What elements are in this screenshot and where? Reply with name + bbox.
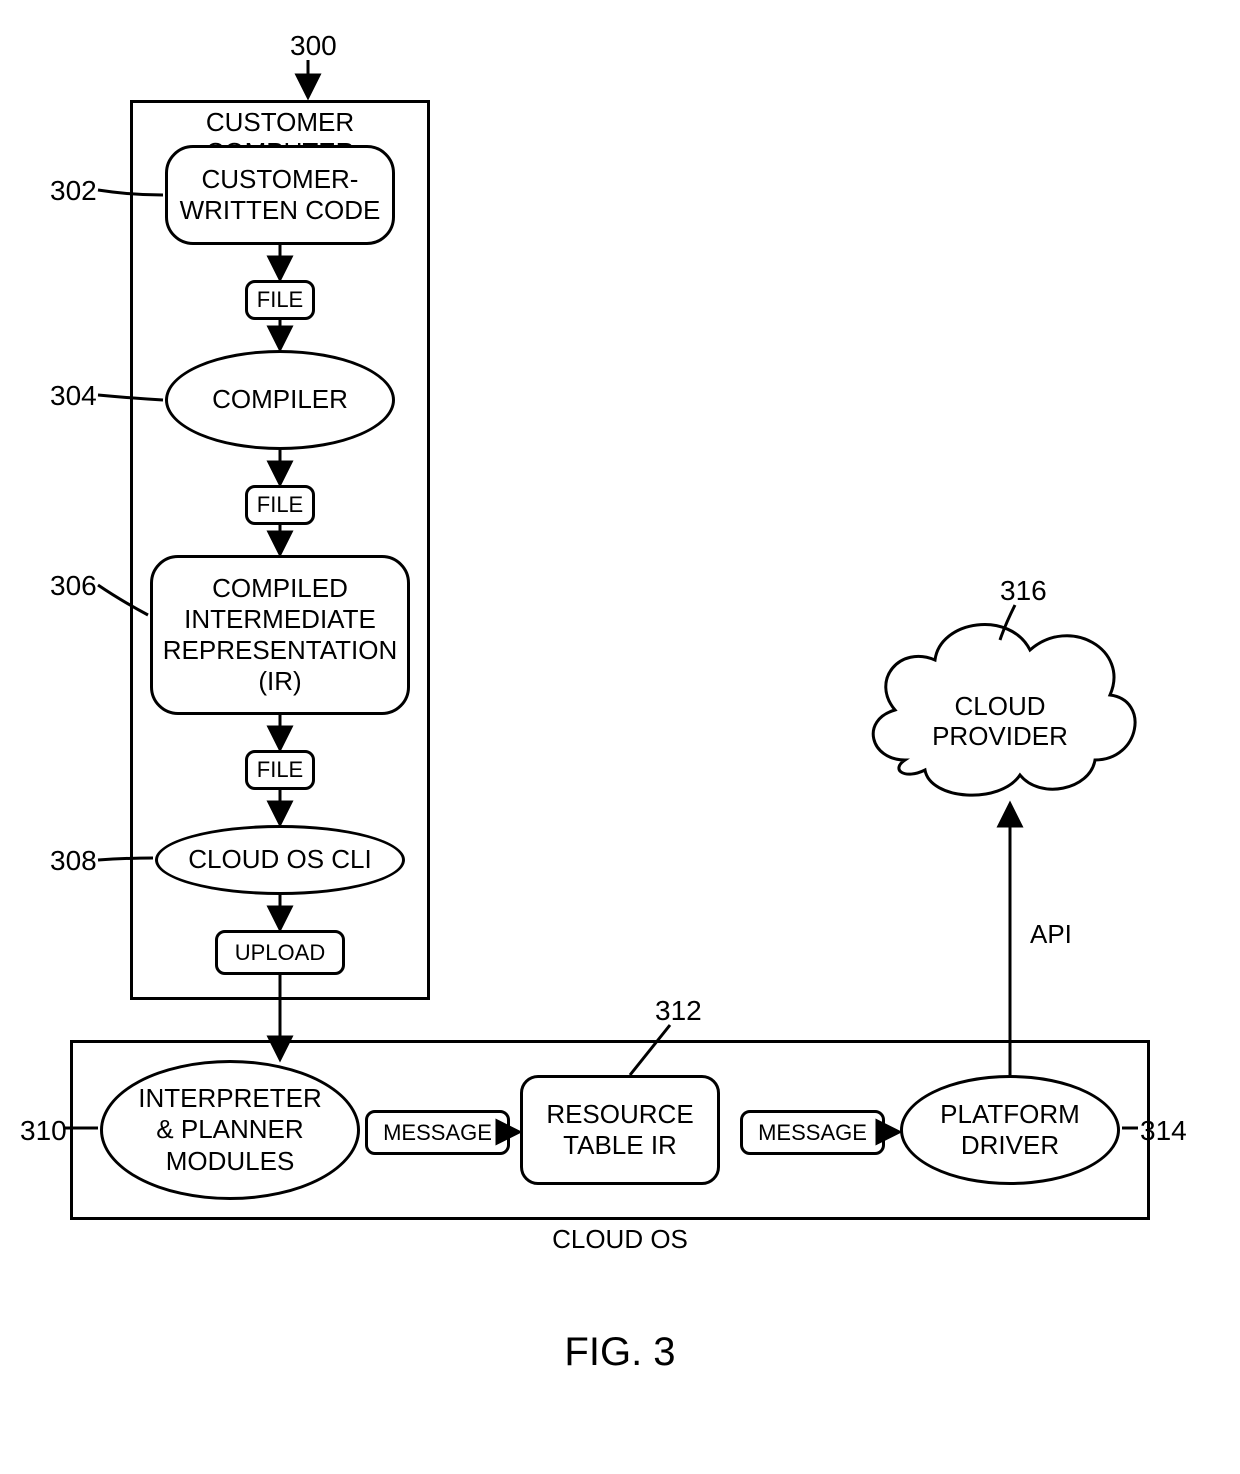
message2-box: MESSAGE	[740, 1110, 885, 1155]
cloud-os-cli-node: CLOUD OS CLI	[155, 825, 405, 895]
compiled-ir-text: COMPILED INTERMEDIATE REPRESENTATION (IR…	[159, 569, 402, 702]
figure-label: FIG. 3	[520, 1330, 720, 1375]
platform-driver-node: PLATFORM DRIVER	[900, 1075, 1120, 1185]
cloud-provider-node: CLOUD PROVIDER	[873, 625, 1135, 796]
ref-316: 316	[1000, 575, 1047, 607]
compiler-node: COMPILER	[165, 350, 395, 450]
svg-text:PROVIDER: PROVIDER	[932, 721, 1068, 751]
ref-312: 312	[655, 995, 702, 1027]
file3-box: FILE	[245, 750, 315, 790]
cloud-os-cli-text: CLOUD OS CLI	[184, 840, 376, 879]
ref-304: 304	[50, 380, 97, 412]
upload-box: UPLOAD	[215, 930, 345, 975]
message1-box: MESSAGE	[365, 1110, 510, 1155]
interpreter-node: INTERPRETER & PLANNER MODULES	[100, 1060, 360, 1200]
ref-300: 300	[290, 30, 337, 62]
compiled-ir-node: COMPILED INTERMEDIATE REPRESENTATION (IR…	[150, 555, 410, 715]
resource-table-text: RESOURCE TABLE IR	[542, 1095, 697, 1165]
file1-box: FILE	[245, 280, 315, 320]
diagram-canvas: CUSTOMER COMPUTER CLOUD OS CUSTOMER- WRI…	[0, 0, 1240, 1474]
customer-code-node: CUSTOMER- WRITTEN CODE	[165, 145, 395, 245]
ref-306: 306	[50, 570, 97, 602]
file2-box: FILE	[245, 485, 315, 525]
customer-code-text: CUSTOMER- WRITTEN CODE	[176, 160, 385, 230]
ref-308: 308	[50, 845, 97, 877]
svg-text:CLOUD: CLOUD	[954, 691, 1045, 721]
ref-310: 310	[20, 1115, 67, 1147]
interpreter-text: INTERPRETER & PLANNER MODULES	[134, 1079, 325, 1181]
api-label: API	[1030, 920, 1072, 950]
compiler-text: COMPILER	[208, 380, 352, 419]
cloud-os-label: CLOUD OS	[520, 1225, 720, 1255]
ref-314: 314	[1140, 1115, 1187, 1147]
resource-table-node: RESOURCE TABLE IR	[520, 1075, 720, 1185]
platform-driver-text: PLATFORM DRIVER	[936, 1095, 1084, 1165]
ref-302: 302	[50, 175, 97, 207]
